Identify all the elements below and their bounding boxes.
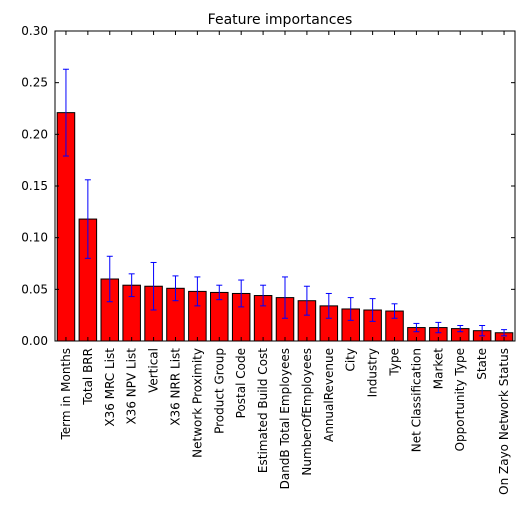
x-tick-label: Term in Months bbox=[59, 348, 73, 441]
x-tick-label: X36 NRR List bbox=[168, 348, 182, 426]
error-bar bbox=[413, 322, 420, 333]
error-bar bbox=[282, 276, 288, 319]
x-tick-label: On Zayo Network Status bbox=[497, 348, 511, 495]
x-tick-label: DandB Total Employees bbox=[278, 348, 292, 489]
bars-layer bbox=[56, 112, 514, 342]
x-tick-label: Product Group bbox=[212, 348, 226, 434]
x-tick-label: Postal Code bbox=[234, 348, 248, 418]
error-bar bbox=[84, 179, 91, 259]
x-tick-label: AnnualRevenue bbox=[322, 348, 336, 442]
y-tick-label: 0.10 bbox=[21, 231, 48, 245]
error-bar bbox=[435, 321, 442, 334]
x-tick-label: X36 NPV List bbox=[125, 348, 139, 425]
error-bar bbox=[457, 325, 464, 333]
error-bar bbox=[238, 279, 245, 308]
y-tick-label: 0.30 bbox=[21, 24, 48, 38]
error-bar bbox=[216, 284, 223, 301]
x-tick-label: Market bbox=[431, 348, 445, 390]
error-bar bbox=[62, 68, 69, 157]
x-tick-label: Estimated Build Cost bbox=[256, 348, 270, 473]
error-bar bbox=[369, 298, 376, 322]
x-tick-label: NumberOfEmployees bbox=[300, 348, 314, 476]
x-tick-label: State bbox=[475, 348, 489, 380]
x-tick-label: Type bbox=[388, 348, 402, 377]
chart-title: Feature importances bbox=[208, 12, 353, 28]
x-tick-label: Net Classification bbox=[409, 348, 423, 452]
y-tick-label: 0.15 bbox=[21, 179, 48, 193]
y-tick-label: 0.20 bbox=[21, 127, 48, 141]
error-bar bbox=[303, 285, 310, 316]
error-bar bbox=[325, 292, 332, 319]
error-bar bbox=[150, 261, 157, 311]
error-bar bbox=[260, 284, 267, 307]
y-tick-label: 0.05 bbox=[21, 282, 48, 296]
error-bar bbox=[347, 297, 354, 321]
x-tick-label: Opportunity Type bbox=[453, 348, 467, 451]
error-bar bbox=[479, 325, 486, 337]
x-tick-label: Industry bbox=[366, 348, 380, 397]
error-bar bbox=[194, 276, 201, 307]
y-axis: 0.00 0.05 0.10 0.15 0.20 0.25 0.30 bbox=[21, 24, 515, 348]
x-tick-label: X36 MRC List bbox=[103, 348, 117, 427]
x-tick-label: City bbox=[344, 348, 358, 372]
x-tick-label: Vertical bbox=[147, 348, 161, 393]
x-axis: Term in Months Total BRR X36 MRC List X36 N… bbox=[59, 31, 511, 495]
y-tick-label: 0.00 bbox=[21, 334, 48, 348]
error-bar bbox=[128, 273, 135, 298]
error-bar bbox=[106, 255, 113, 303]
x-tick-label: Total BRR bbox=[81, 348, 95, 406]
error-bar bbox=[172, 275, 179, 302]
x-tick-label: Network Proximity bbox=[190, 348, 204, 458]
error-bar bbox=[391, 303, 398, 319]
y-tick-label: 0.25 bbox=[21, 76, 48, 90]
error-bar bbox=[501, 329, 508, 337]
error-bars-layer bbox=[62, 68, 508, 337]
